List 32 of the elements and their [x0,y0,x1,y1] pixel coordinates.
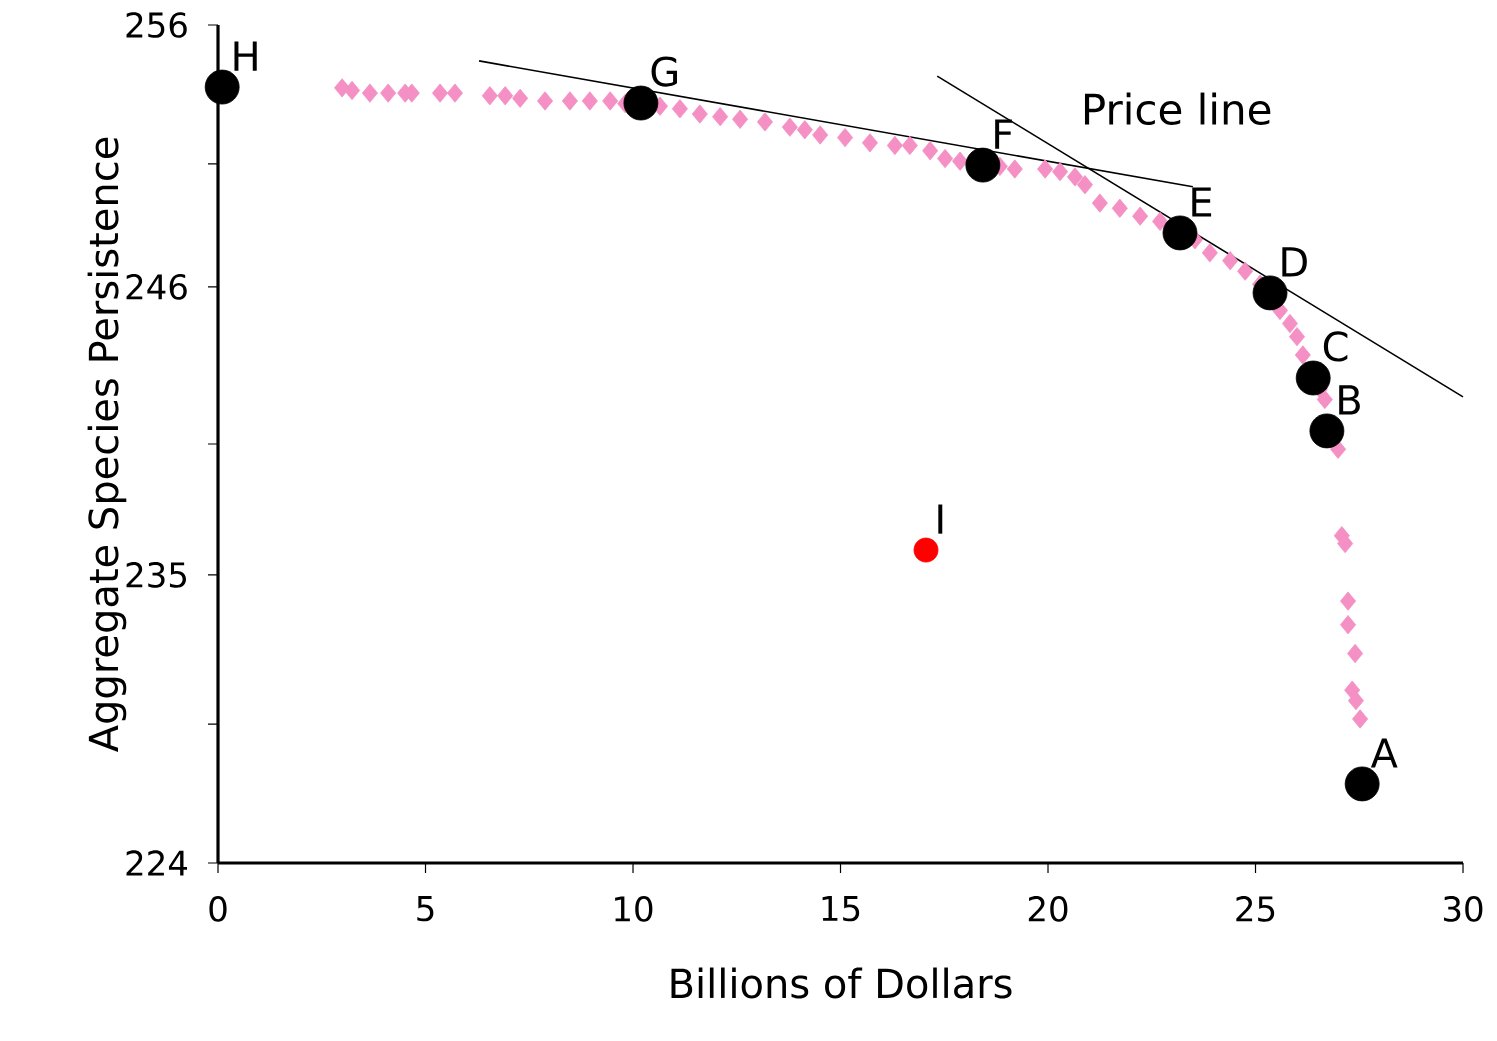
annotation: Price line [1084,92,1271,126]
point [965,147,1001,183]
point [1309,413,1345,449]
annotation: C [1323,331,1348,362]
x-axis-title: Billions of Dollars [671,967,1012,999]
x-tick-label: 0 [209,896,227,922]
point [1162,215,1198,251]
annotation: G [651,56,677,87]
x-tick-label: 25 [1236,896,1275,922]
x-tick-label: 15 [822,896,860,922]
point [204,69,240,105]
annotation: A [1370,738,1398,768]
point [1295,360,1331,396]
annotation: F [995,119,1012,149]
point [623,85,659,121]
x-tick-label: 30 [1443,896,1483,922]
y-tick-label: 235 [126,562,186,588]
x-tick-label: 20 [1028,896,1068,922]
annotation: E [1192,187,1212,217]
point [1252,275,1288,311]
annotation: I [938,504,943,534]
point [913,537,939,563]
annotation: D [1282,247,1307,277]
annotation: H [234,41,257,71]
point [1344,766,1380,802]
y-axis-title: Aggregate Species Persistence [87,137,127,753]
annotation: B [1339,385,1360,415]
y-tick-label: 256 [126,12,187,38]
y-tick-label: 224 [126,850,188,876]
x-tick-label: 10 [615,896,653,922]
x-tick-label: 5 [417,896,434,922]
y-tick-label: 246 [126,274,187,300]
